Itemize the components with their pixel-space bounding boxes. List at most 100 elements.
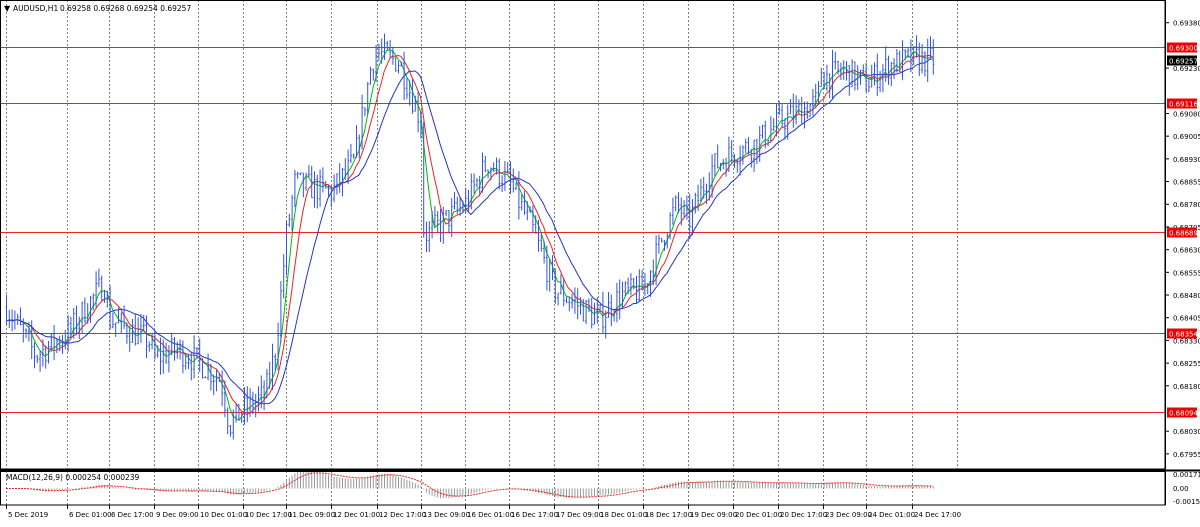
candle: [131, 318, 134, 343]
candle: [870, 64, 873, 88]
candle: [100, 275, 103, 301]
candle: [201, 357, 204, 379]
candle: [349, 143, 352, 163]
candle: [526, 201, 529, 221]
candle: [363, 107, 366, 117]
candle: [316, 174, 319, 209]
candle: [657, 234, 660, 254]
candle: [607, 292, 610, 319]
price-axis[interactable]: 0.69380 0.69230 0.69080 0.69005 0.68930 0.688…: [1165, 20, 1200, 506]
candle: [411, 79, 414, 114]
y-tick-label: 0.67955: [1173, 451, 1200, 459]
candle: [453, 191, 456, 210]
candle: [299, 172, 302, 176]
candle: [638, 269, 641, 302]
x-tick-label: 20 Dec 01:00: [735, 511, 782, 519]
candle: [25, 328, 28, 339]
candle: [568, 296, 571, 312]
candle: [47, 341, 50, 364]
candle: [106, 290, 109, 308]
candle: [61, 335, 64, 354]
level-tag-bg: [1167, 407, 1197, 418]
candle: [820, 67, 823, 87]
candle: [11, 309, 14, 332]
ma-slow-line: [5, 58, 933, 405]
candle: [772, 118, 775, 132]
candle: [417, 91, 420, 133]
candle: [523, 191, 526, 215]
candle: [218, 372, 221, 383]
candle: [425, 221, 428, 253]
candle: [86, 303, 89, 324]
level-tag-text: 0.68689: [1169, 230, 1198, 238]
candle: [111, 312, 114, 329]
level-tag-bg: [1167, 227, 1197, 238]
candle: [44, 345, 47, 369]
candle: [699, 178, 702, 202]
candle: [725, 157, 728, 177]
candle: [97, 268, 100, 288]
candle: [590, 297, 593, 329]
candle: [856, 65, 859, 91]
candle: [859, 69, 862, 85]
candle: [912, 46, 915, 65]
candle: [596, 297, 599, 324]
current-price-text: 0.69257: [1169, 58, 1198, 66]
x-tick-label: 5 Dec 2019: [8, 511, 48, 519]
level-tag: 0.69116: [1167, 98, 1198, 109]
candle: [64, 329, 67, 350]
candle: [677, 192, 680, 214]
candle: [755, 138, 758, 165]
candle: [599, 304, 602, 313]
candle: [142, 314, 145, 332]
candle: [305, 172, 308, 191]
candle: [582, 298, 585, 322]
candle: [179, 339, 182, 360]
candle: [671, 197, 674, 225]
level-tag: 0.68354: [1167, 328, 1198, 339]
candle: [41, 339, 44, 367]
candle: [895, 49, 898, 73]
candle: [708, 172, 711, 201]
candle: [439, 208, 442, 243]
x-tick-label: 18 Dec 01:00: [600, 511, 647, 519]
candle: [853, 61, 856, 91]
candle: [601, 291, 604, 334]
candle: [615, 282, 618, 323]
candle: [814, 83, 817, 107]
y-tick-label: 0.68630: [1173, 247, 1200, 255]
candle: [442, 206, 445, 244]
candle: [719, 162, 722, 172]
candle: [512, 168, 515, 193]
candle: [921, 43, 924, 74]
candle: [509, 161, 512, 194]
candle: [506, 162, 509, 174]
candle: [747, 137, 750, 155]
ohlc-values: 0.69258 0.69268 0.69254 0.69257: [60, 4, 191, 13]
candle: [139, 313, 142, 344]
macd-tick-label: 0.00: [1173, 485, 1189, 493]
candle: [195, 347, 198, 359]
candle: [825, 64, 828, 92]
time-axis[interactable]: 5 Dec 2019 6 Dec 01:00 6 Dec 17:00 9 Dec 09…: [6, 505, 962, 519]
candle: [503, 161, 506, 191]
candle: [347, 149, 350, 184]
candle: [212, 374, 215, 396]
candle: [702, 176, 705, 199]
candle: [688, 193, 691, 240]
candle: [386, 40, 389, 50]
level-tag-text: 0.69116: [1169, 101, 1198, 109]
candle: [156, 345, 159, 358]
candle: [13, 310, 16, 330]
candle: [456, 196, 459, 215]
candle: [414, 95, 417, 112]
candle: [739, 145, 742, 176]
candle: [769, 116, 772, 143]
triangle-down-icon[interactable]: ▼: [4, 4, 11, 13]
candle: [674, 195, 677, 212]
candle: [481, 152, 484, 193]
x-tick-label: 13 Dec 09:00: [423, 511, 470, 519]
candle: [181, 340, 184, 374]
candle: [632, 277, 635, 290]
